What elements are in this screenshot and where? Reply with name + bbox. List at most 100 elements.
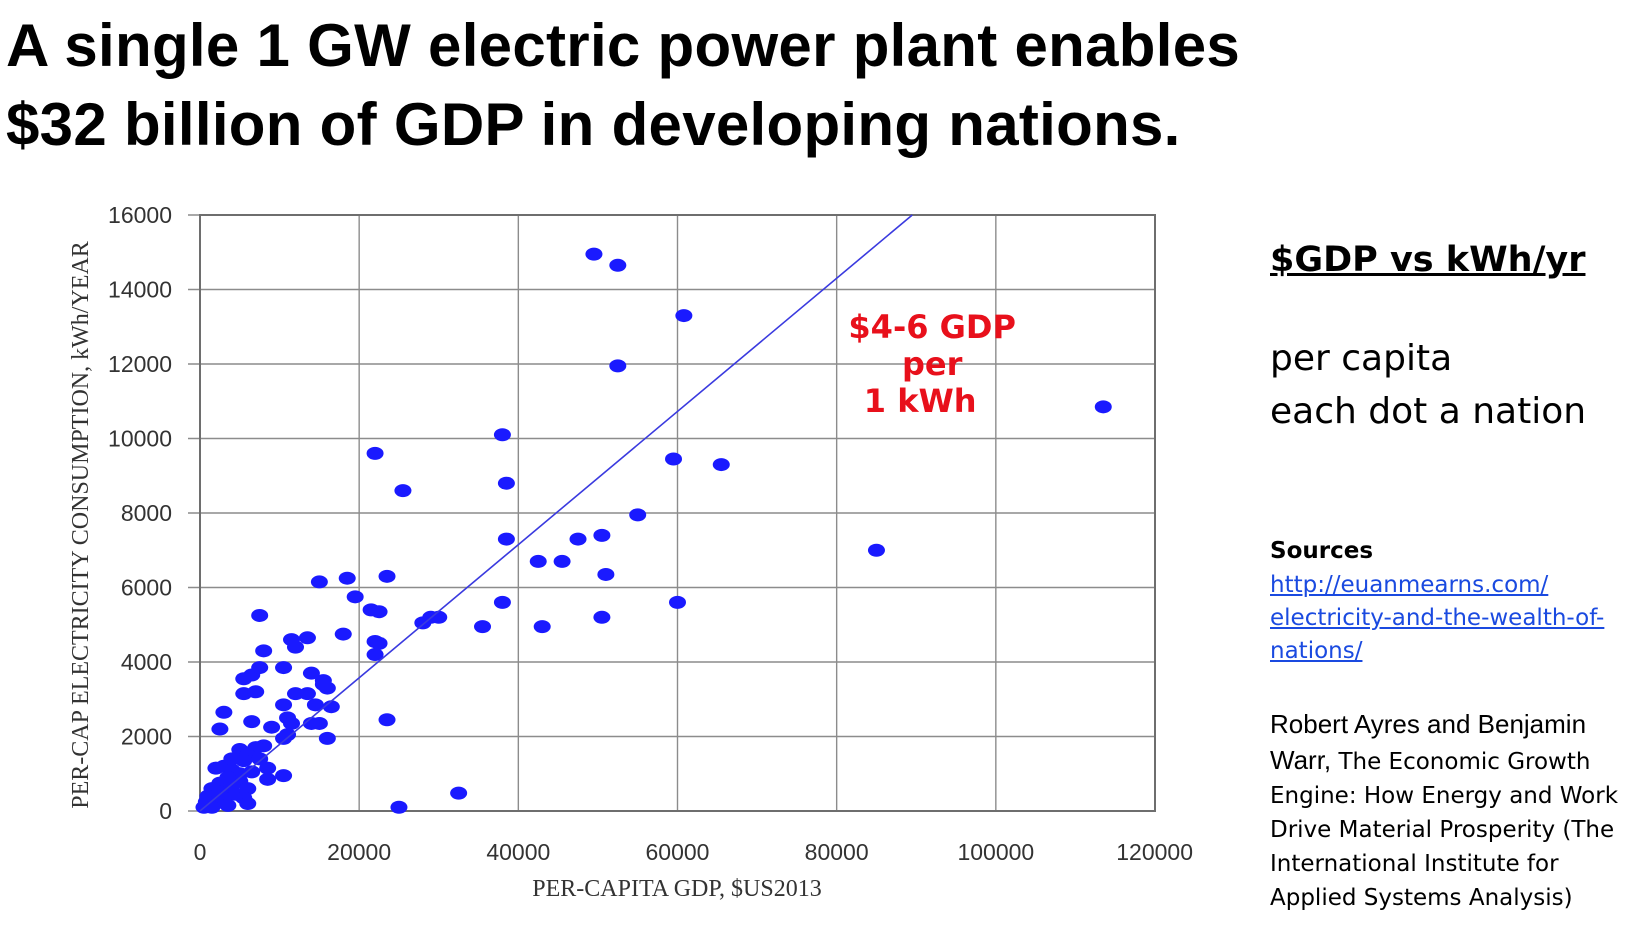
- data-point: [414, 616, 432, 630]
- data-point: [287, 687, 304, 701]
- data-point: [211, 722, 229, 736]
- x-tick-label: 100000: [957, 839, 1034, 865]
- trendline: [199, 214, 913, 812]
- slide-title-line-2: $32 billion of GDP in developing nations…: [6, 91, 1181, 158]
- annotation-line-1: $4-6 GDP: [848, 308, 1016, 346]
- data-point: [529, 554, 547, 568]
- side-line-each-dot: each dot a nation: [1270, 391, 1587, 432]
- data-point: [370, 605, 388, 619]
- data-point: [318, 731, 336, 745]
- data-point: [275, 661, 293, 675]
- reference-book: The Economic Growth Engine: How Energy a…: [1270, 749, 1619, 911]
- data-point: [275, 698, 293, 712]
- source-link-line-3[interactable]: nations/: [1270, 638, 1363, 664]
- data-point: [346, 590, 364, 604]
- data-point: [366, 446, 384, 460]
- data-point: [569, 532, 587, 546]
- data-point: [251, 752, 269, 766]
- data-point: [1094, 400, 1112, 414]
- scatter-chart: 0 2000 4000 6000 8000 10000 12000 14000 16000 0 20…: [68, 202, 1193, 902]
- data-point: [474, 620, 492, 634]
- data-point: [251, 661, 269, 675]
- x-tick-label: 40000: [486, 839, 550, 865]
- source-link-line-2[interactable]: electricity-and-the-wealth-of-: [1270, 605, 1605, 631]
- data-point: [430, 610, 448, 624]
- y-tick-label: 6000: [121, 575, 172, 601]
- chart-grid: [188, 214, 1156, 812]
- data-point: [593, 610, 611, 624]
- data-point: [665, 452, 683, 466]
- reference-authors: Robert Ayres and Benjamin Warr,: [1270, 709, 1587, 775]
- y-tick-label: 14000: [108, 277, 172, 303]
- data-point: [370, 636, 388, 650]
- data-point: [243, 715, 261, 729]
- annotation-line-2: per: [902, 345, 963, 383]
- data-point: [675, 309, 693, 323]
- data-point: [251, 608, 269, 622]
- data-point: [553, 554, 571, 568]
- y-axis-label: PER-CAP ELECTRICITY CONSUMPTION, kWh/YEA…: [68, 241, 94, 809]
- plot-frame: [199, 214, 1156, 812]
- data-point: [298, 687, 316, 701]
- data-point: [207, 761, 225, 775]
- data-point: [235, 672, 253, 686]
- data-point: [259, 772, 277, 786]
- side-heading: $GDP vs kWh/yr: [1270, 240, 1586, 280]
- y-tick-label: 2000: [121, 724, 172, 750]
- x-tick-label: 0: [194, 839, 207, 865]
- side-line-per-capita: per capita: [1270, 338, 1453, 379]
- data-point: [597, 567, 615, 581]
- source-link-line-1[interactable]: http://euanmearns.com/: [1270, 572, 1549, 598]
- data-point: [302, 666, 320, 680]
- data-point: [239, 797, 257, 811]
- data-point: [378, 569, 396, 583]
- y-tick-label: 4000: [121, 649, 172, 675]
- y-tick-label: 8000: [121, 500, 172, 526]
- data-point: [366, 648, 384, 662]
- data-point: [287, 640, 304, 654]
- data-point: [867, 543, 885, 557]
- y-tick-label: 12000: [108, 351, 172, 377]
- data-point: [306, 698, 324, 712]
- data-point: [533, 620, 551, 634]
- x-tick-label: 60000: [646, 839, 710, 865]
- data-point: [609, 359, 627, 373]
- sources-label: Sources: [1270, 538, 1374, 564]
- data-point: [259, 761, 277, 775]
- data-point: [334, 627, 352, 641]
- data-point: [390, 800, 408, 814]
- data-point: [493, 595, 511, 609]
- data-point: [263, 720, 281, 734]
- y-tick-label: 10000: [108, 426, 172, 452]
- data-point: [493, 428, 511, 442]
- data-point: [629, 508, 647, 522]
- data-point: [275, 769, 293, 783]
- y-tick-label: 16000: [108, 202, 172, 228]
- chart-ticks: 0 2000 4000 6000 8000 10000 12000 14000 16000 0 20…: [108, 202, 1193, 865]
- y-tick-label: 0: [159, 798, 172, 824]
- data-point: [235, 754, 253, 768]
- data-point: [712, 458, 730, 472]
- slide-title-line-1: A single 1 GW electric power plant enabl…: [6, 12, 1241, 79]
- data-point: [450, 786, 468, 800]
- data-point: [593, 528, 611, 542]
- x-tick-label: 120000: [1116, 839, 1193, 865]
- data-point: [378, 713, 396, 727]
- data-point: [255, 644, 273, 658]
- data-point: [219, 798, 237, 812]
- data-point: [310, 575, 328, 589]
- data-point: [497, 532, 515, 546]
- data-point: [322, 700, 340, 714]
- annotation-line-3: 1 kWh: [864, 382, 977, 420]
- data-point: [394, 484, 412, 498]
- data-point: [497, 476, 515, 490]
- data-point: [215, 705, 233, 719]
- data-point: [298, 631, 316, 645]
- x-tick-label: 20000: [327, 839, 391, 865]
- x-axis-label: PER-CAPITA GDP, $US2013: [532, 876, 821, 902]
- data-points: [195, 247, 1112, 814]
- data-point: [585, 247, 603, 261]
- data-point: [314, 677, 332, 691]
- data-point: [609, 258, 627, 272]
- data-point: [310, 716, 328, 730]
